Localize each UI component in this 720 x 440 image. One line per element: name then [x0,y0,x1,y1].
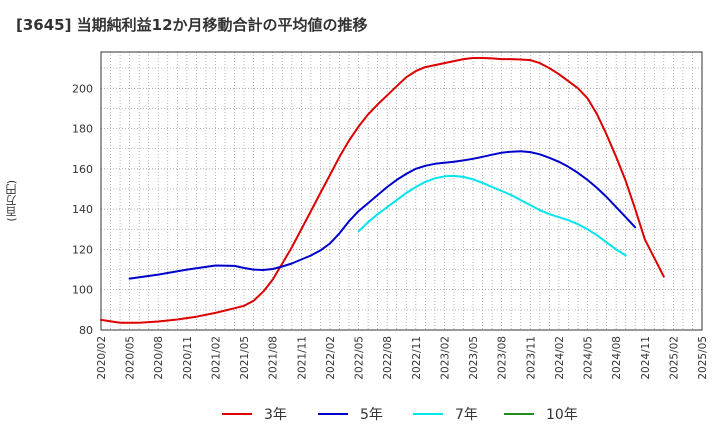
x-tick-label: 2021/05 [239,336,251,380]
x-tick-label: 2020/02 [96,336,108,380]
x-tick-label: 2024/05 [583,336,595,380]
x-tick-label: 2020/11 [182,336,194,380]
x-tick-label: 2021/08 [268,336,280,380]
x-tick-label: 2022/11 [411,336,423,380]
x-tick-label: 2022/02 [325,336,337,380]
chart-title: [3645] 当期純利益12か月移動合計の平均値の推移 [16,16,368,34]
y-tick-label: 200 [72,82,93,95]
series-line-2 [128,150,637,280]
x-tick-label: 2022/08 [382,336,394,380]
y-tick-label: 160 [72,163,93,176]
x-tick-label: 2024/11 [640,336,652,380]
legend-label-1: 3年 [264,407,287,423]
legend-label-2: 5年 [360,407,383,423]
series-line-3 [357,174,627,257]
x-tick-label: 2020/08 [153,336,165,380]
y-tick-label: 100 [72,284,93,297]
x-tick-label: 2024/08 [611,336,623,380]
x-tick-label: 2022/05 [354,336,366,380]
x-tick-label: 2025/02 [668,336,680,380]
x-tick-label: 2021/11 [296,336,308,380]
y-tick-label: 120 [72,243,93,256]
legend-label-3: 7年 [455,407,478,423]
y-tick-label: 80 [79,324,93,337]
series-line-1 [100,57,665,324]
y-tick-label: 140 [72,203,93,216]
y-tick-label: 180 [72,123,93,136]
plot-area [101,52,702,330]
x-tick-label: 2023/05 [468,336,480,380]
x-tick-label: 2025/05 [697,336,709,380]
x-tick-label: 2023/08 [497,336,509,380]
x-tick-label: 2023/02 [439,336,451,380]
plot-frame [100,51,703,331]
x-tick-label: 2020/05 [125,336,137,380]
x-tick-label: 2023/11 [525,336,537,380]
x-tick-label: 2021/02 [210,336,222,380]
x-tick-label: 2024/02 [554,336,566,380]
legend-label-4: 10年 [546,407,578,423]
